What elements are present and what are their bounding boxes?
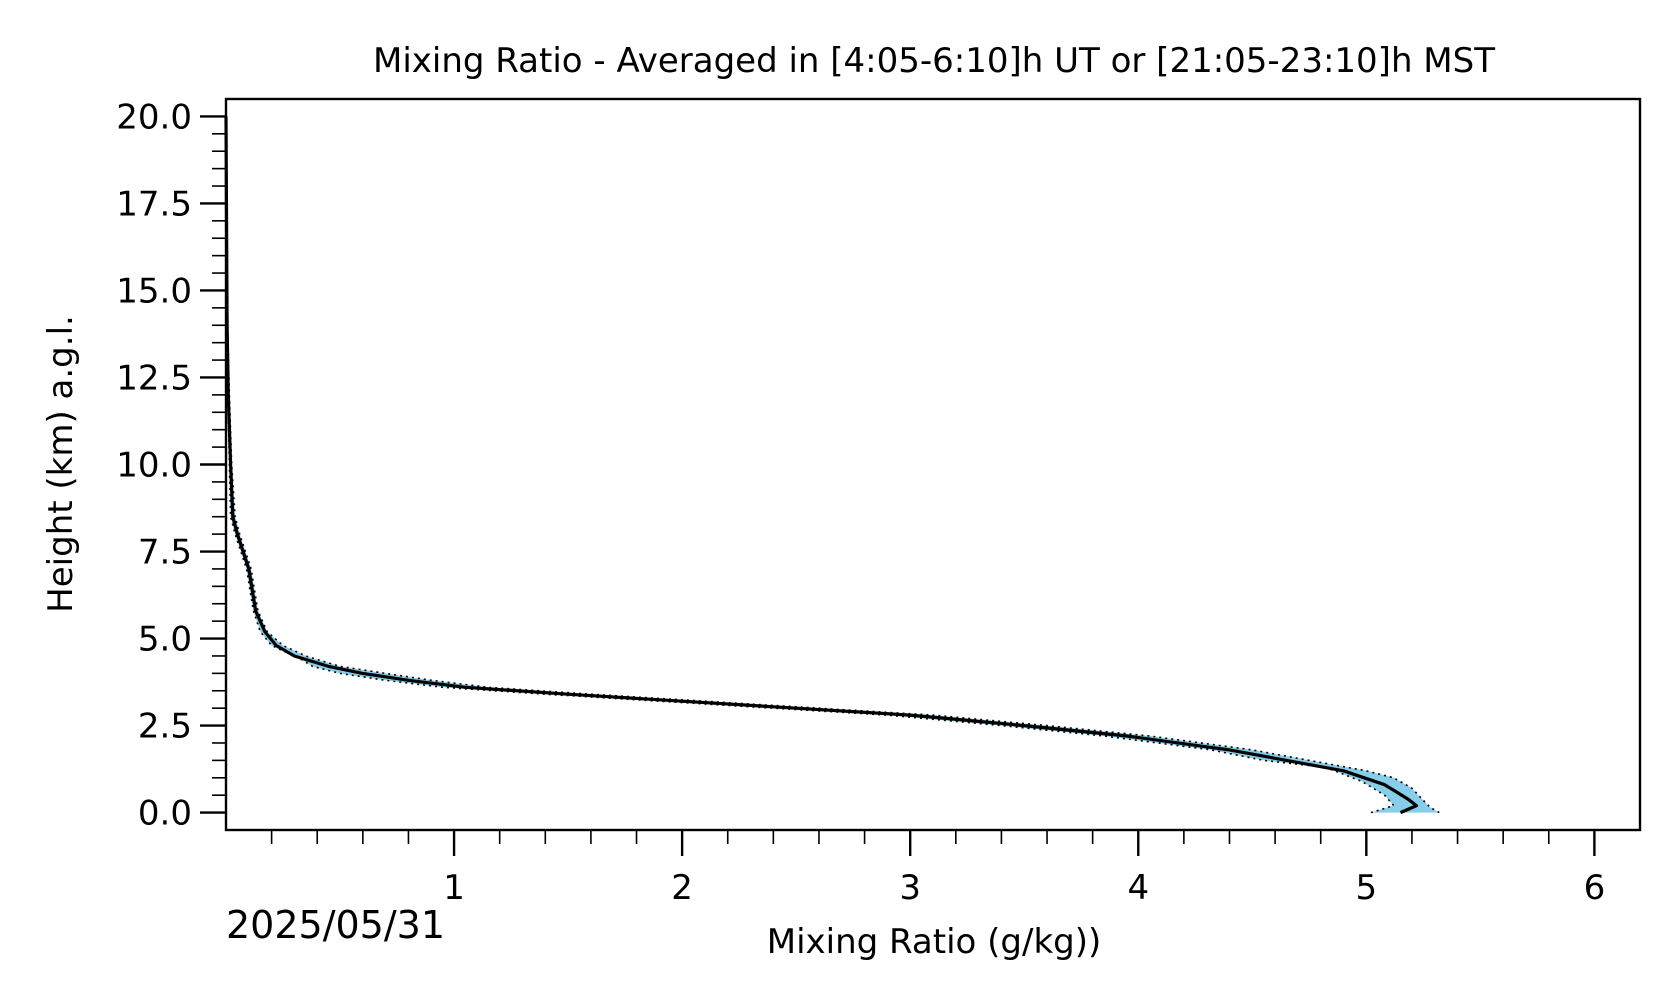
chart-title: Mixing Ratio - Averaged in [4:05-6:10]h … <box>373 41 1495 81</box>
y-tick-label: 10.0 <box>116 446 192 486</box>
y-tick-label: 20.0 <box>116 97 192 137</box>
mean-profile-line <box>224 116 1419 815</box>
date-label: 2025/05/31 <box>226 903 445 947</box>
x-axis: 1 2 3 4 5 6 <box>270 830 1606 908</box>
x-tick-label: 3 <box>899 868 921 908</box>
upper-bound-line <box>225 116 1440 814</box>
y-tick-label: 0.0 <box>138 794 192 834</box>
y-tick-label: 2.5 <box>138 707 192 747</box>
plot-area <box>224 116 1440 815</box>
uncertainty-band <box>226 116 1440 813</box>
x-tick-label: 2 <box>671 868 693 908</box>
y-axis: 0.0 2.5 5.0 7.5 10.0 12.5 15.0 17.5 20.0 <box>116 97 226 834</box>
x-tick-label: 1 <box>443 868 465 908</box>
plot-frame <box>224 97 1642 832</box>
y-tick-label: 15.0 <box>116 271 192 311</box>
x-axis-label: Mixing Ratio (g/kg)) <box>767 922 1102 962</box>
y-tick-label: 7.5 <box>138 533 192 573</box>
x-tick-label: 5 <box>1356 868 1378 908</box>
lower-bound-line <box>225 116 1396 814</box>
y-axis-label: Height (km) a.g.l. <box>41 315 81 613</box>
y-tick-label: 12.5 <box>116 358 192 398</box>
x-tick-label: 4 <box>1127 868 1149 908</box>
x-tick-label: 6 <box>1584 868 1606 908</box>
y-tick-label: 17.5 <box>116 184 192 224</box>
y-tick-label: 5.0 <box>138 620 192 660</box>
